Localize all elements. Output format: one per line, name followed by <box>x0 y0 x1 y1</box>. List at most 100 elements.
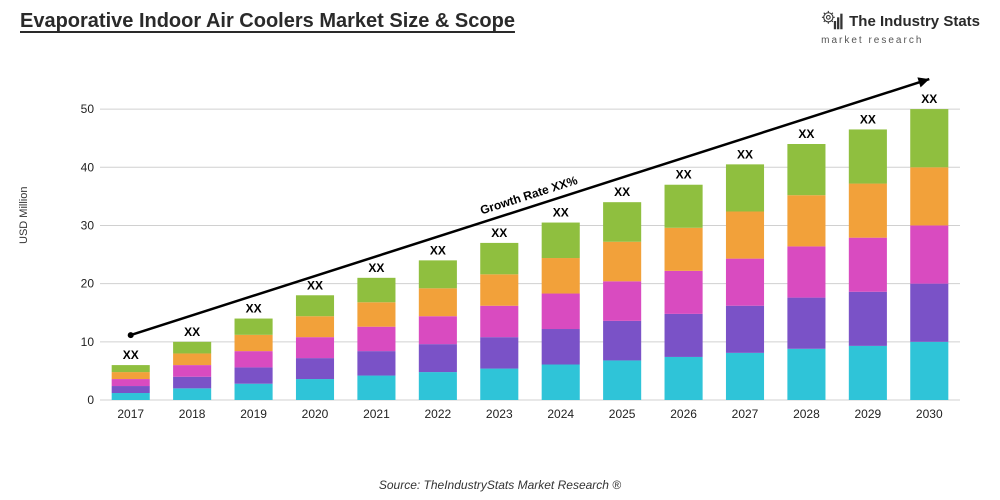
bar-segment <box>542 223 580 258</box>
bar-segment <box>235 384 273 400</box>
bar-segment <box>480 337 518 368</box>
bar-segment <box>910 225 948 283</box>
bar-segment <box>112 372 150 379</box>
bar-segment <box>173 365 211 377</box>
bar-segment <box>910 167 948 225</box>
bar-segment <box>235 335 273 351</box>
bar-segment <box>480 243 518 274</box>
bar-segment <box>112 386 150 393</box>
x-tick-label: 2021 <box>363 407 390 421</box>
bar-segment <box>910 109 948 167</box>
x-tick-label: 2027 <box>732 407 759 421</box>
bar-segment <box>357 278 395 302</box>
bar-segment <box>235 351 273 367</box>
stacked-bar-chart: 01020304050 XXXXXXXXXXXXXXXXXXXXXXXXXXXX… <box>70 60 970 440</box>
bar-segment <box>787 195 825 246</box>
bar-segment <box>726 164 764 211</box>
bar-segment <box>603 202 641 242</box>
bar-value-label: XX <box>368 261 384 275</box>
bar-segment <box>173 388 211 400</box>
bar-segment <box>726 353 764 400</box>
bar-segment <box>665 314 703 357</box>
brand-logo: The Industry Stats market research <box>821 10 980 46</box>
bar-segment <box>787 298 825 349</box>
bar-value-label: XX <box>184 325 200 339</box>
bar-segment <box>849 184 887 238</box>
bar-segment <box>296 358 334 379</box>
bar-segment <box>849 238 887 292</box>
bar-group <box>112 109 949 400</box>
bar-segment <box>480 369 518 400</box>
bar-segment <box>726 306 764 353</box>
bar-segment <box>112 379 150 386</box>
bar-segment <box>296 379 334 400</box>
y-axis-label: USD Million <box>18 187 30 244</box>
bar-segment <box>603 360 641 400</box>
bar-value-label: XX <box>737 147 753 161</box>
x-tick-label: 2025 <box>609 407 636 421</box>
source-caption: Source: TheIndustryStats Market Research… <box>0 478 1000 492</box>
bar-value-label: XX <box>553 206 569 220</box>
bar-segment <box>112 365 150 372</box>
x-tick-label: 2028 <box>793 407 820 421</box>
bar-value-label: XX <box>307 278 323 292</box>
x-tick-label: 2026 <box>670 407 697 421</box>
x-tick-label: 2018 <box>179 407 206 421</box>
bar-segment <box>910 342 948 400</box>
brand-name: The Industry Stats <box>849 13 980 30</box>
bar-value-label: XX <box>246 302 262 316</box>
bar-value-label: XX <box>860 112 876 126</box>
x-tick-label: 2030 <box>916 407 943 421</box>
brand-tagline: market research <box>821 35 980 46</box>
svg-text:10: 10 <box>81 335 95 349</box>
x-tick-label: 2020 <box>302 407 329 421</box>
x-tick-label: 2029 <box>855 407 882 421</box>
x-tick-label: 2019 <box>240 407 267 421</box>
bar-segment <box>542 294 580 329</box>
bar-segment <box>726 259 764 306</box>
bar-segment <box>296 295 334 316</box>
bar-segment <box>173 353 211 365</box>
gear-bars-icon <box>821 10 843 32</box>
bar-value-label: XX <box>430 243 446 257</box>
svg-text:0: 0 <box>87 393 94 407</box>
bar-segment <box>480 274 518 305</box>
x-tick-label: 2023 <box>486 407 513 421</box>
bar-segment <box>542 258 580 293</box>
x-tick-label: 2024 <box>547 407 574 421</box>
x-tick-labels: 2017201820192020202120222023202420252026… <box>117 407 943 421</box>
bar-value-label: XX <box>676 168 692 182</box>
bar-segment <box>726 211 764 258</box>
bar-segment <box>357 351 395 375</box>
svg-text:40: 40 <box>81 160 95 174</box>
bar-segment <box>112 393 150 400</box>
bar-segment <box>787 349 825 400</box>
bar-segment <box>173 342 211 354</box>
bar-segment <box>235 319 273 335</box>
bar-segment <box>419 260 457 288</box>
bar-segment <box>665 185 703 228</box>
bar-segment <box>419 288 457 316</box>
bar-segment <box>665 228 703 271</box>
bar-segment <box>665 357 703 400</box>
bar-segment <box>419 344 457 372</box>
bar-segment <box>173 377 211 389</box>
bar-segment <box>296 316 334 337</box>
bar-segment <box>419 316 457 344</box>
bar-segment <box>357 327 395 351</box>
bar-value-label: XX <box>921 92 937 106</box>
bar-segment <box>480 306 518 337</box>
svg-text:30: 30 <box>81 218 95 232</box>
bar-segment <box>787 246 825 297</box>
x-tick-label: 2017 <box>117 407 144 421</box>
bar-segment <box>542 329 580 364</box>
bar-segment <box>419 372 457 400</box>
bar-segment <box>542 365 580 400</box>
bar-value-label: XX <box>491 226 507 240</box>
bar-segment <box>787 144 825 195</box>
bar-segment <box>849 292 887 346</box>
bar-segment <box>849 129 887 183</box>
bar-segment <box>603 242 641 282</box>
bar-segment <box>235 367 273 383</box>
bar-segment <box>603 281 641 321</box>
